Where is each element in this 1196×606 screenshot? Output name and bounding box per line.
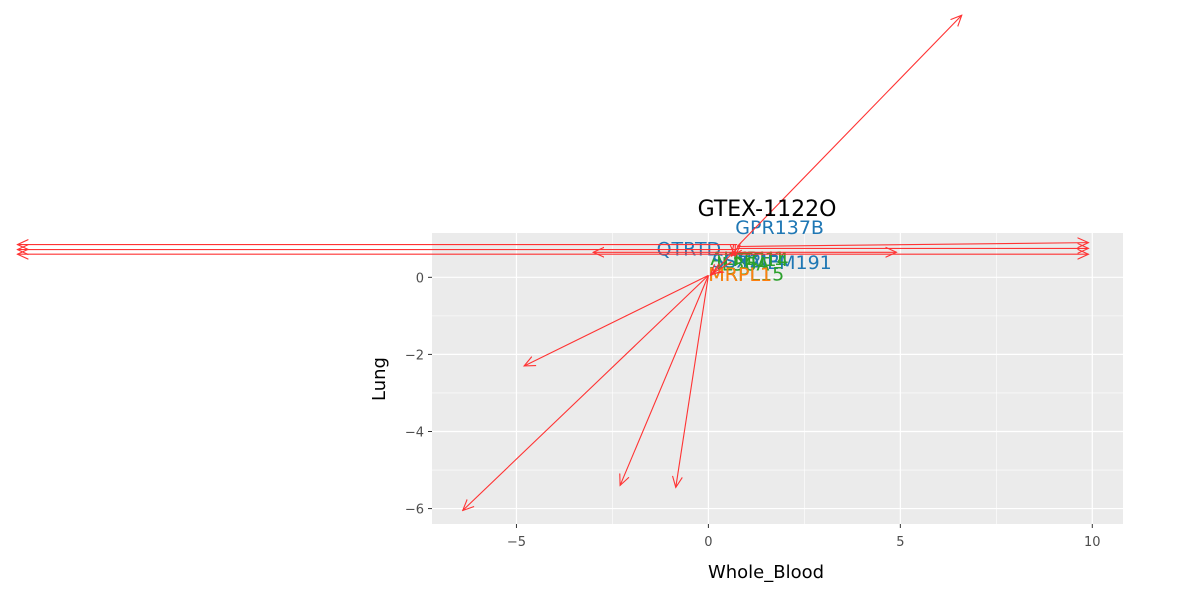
x-tick-label: 5 xyxy=(896,535,904,550)
gene-labels: GPR137BQTRTDALKBH1SSX2IPTMEM191TTC14IL36… xyxy=(657,217,832,286)
arrow-segment xyxy=(676,275,709,487)
arrow-segment xyxy=(736,15,962,247)
x-tick-label: 0 xyxy=(704,535,712,550)
arrow-segment xyxy=(463,274,709,510)
arrow-layer xyxy=(17,15,1088,510)
x-axis-title: Whole_Blood xyxy=(708,562,824,583)
y-tick-label: −6 xyxy=(405,503,424,518)
arrow-segment xyxy=(620,275,709,485)
y-tick-label: −2 xyxy=(405,348,424,363)
gene-label: GPR137B xyxy=(735,217,824,239)
x-tick-label: 10 xyxy=(1084,535,1101,550)
chart-title: GTEX-1122O xyxy=(698,197,837,222)
arrow-segment xyxy=(737,243,1088,247)
arrow-segment xyxy=(712,261,732,274)
plot-panel xyxy=(432,233,1123,524)
x-tick-label: −5 xyxy=(507,535,526,550)
gene-label: MRPL15 xyxy=(708,263,784,285)
grid-layer xyxy=(432,233,1123,524)
y-tick-label: 0 xyxy=(416,271,424,286)
gene-label: MRPL1 xyxy=(708,264,772,286)
arrow-segment xyxy=(731,242,741,256)
axis-ticks: −5 0 5 10 0 −2 −4 −6 xyxy=(405,271,1101,550)
gene-label: TMEM191 xyxy=(738,252,832,274)
gene-label: IL36A xyxy=(716,253,769,275)
gene-label: ALKBH1 xyxy=(710,248,785,270)
arrow-segment xyxy=(524,274,709,366)
y-tick-label: −4 xyxy=(405,425,424,440)
y-axis-title: Lung xyxy=(369,357,390,401)
